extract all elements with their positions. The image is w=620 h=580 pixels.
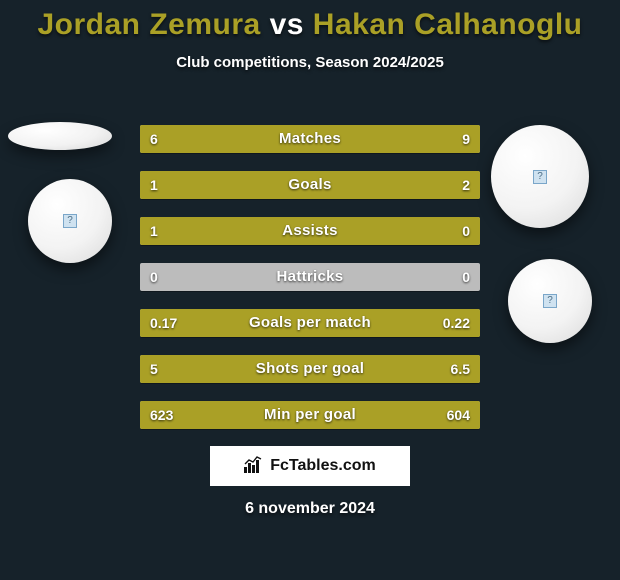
stat-label: Goals per match <box>140 309 480 337</box>
page-title: Jordan Zemura vs Hakan Calhanoglu <box>0 0 620 42</box>
fctables-logo: FcTables.com <box>210 446 410 486</box>
vs-text: vs <box>270 8 304 41</box>
stat-label: Shots per goal <box>140 355 480 383</box>
decor-circle-right-bottom: ? <box>508 259 592 343</box>
stat-label: Min per goal <box>140 401 480 429</box>
stat-row: 623604Min per goal <box>140 401 480 429</box>
decor-circle-left: ? <box>28 179 112 263</box>
stat-row: 0.170.22Goals per match <box>140 309 480 337</box>
stat-label: Goals <box>140 171 480 199</box>
stat-row: 56.5Shots per goal <box>140 355 480 383</box>
date-text: 6 november 2024 <box>0 500 620 518</box>
decor-ellipse-left <box>8 122 112 150</box>
stat-bars: 69Matches 12Goals 10Assists 00Hattricks 0.17… <box>140 125 480 447</box>
logo-chart-icon <box>244 455 264 478</box>
stat-label: Assists <box>140 217 480 245</box>
decor-circle-right-top: ? <box>491 125 589 228</box>
subtitle: Club competitions, Season 2024/2025 <box>0 54 620 71</box>
image-placeholder-icon: ? <box>63 214 77 228</box>
stat-row: 00Hattricks <box>140 263 480 291</box>
stat-label: Hattricks <box>140 263 480 291</box>
stat-row: 12Goals <box>140 171 480 199</box>
stat-row: 10Assists <box>140 217 480 245</box>
stat-row: 69Matches <box>140 125 480 153</box>
player1-name: Jordan Zemura <box>37 8 260 41</box>
logo-text: FcTables.com <box>270 457 376 475</box>
stat-label: Matches <box>140 125 480 153</box>
player2-name: Hakan Calhanoglu <box>313 8 583 41</box>
image-placeholder-icon: ? <box>543 294 557 308</box>
image-placeholder-icon: ? <box>533 170 547 184</box>
